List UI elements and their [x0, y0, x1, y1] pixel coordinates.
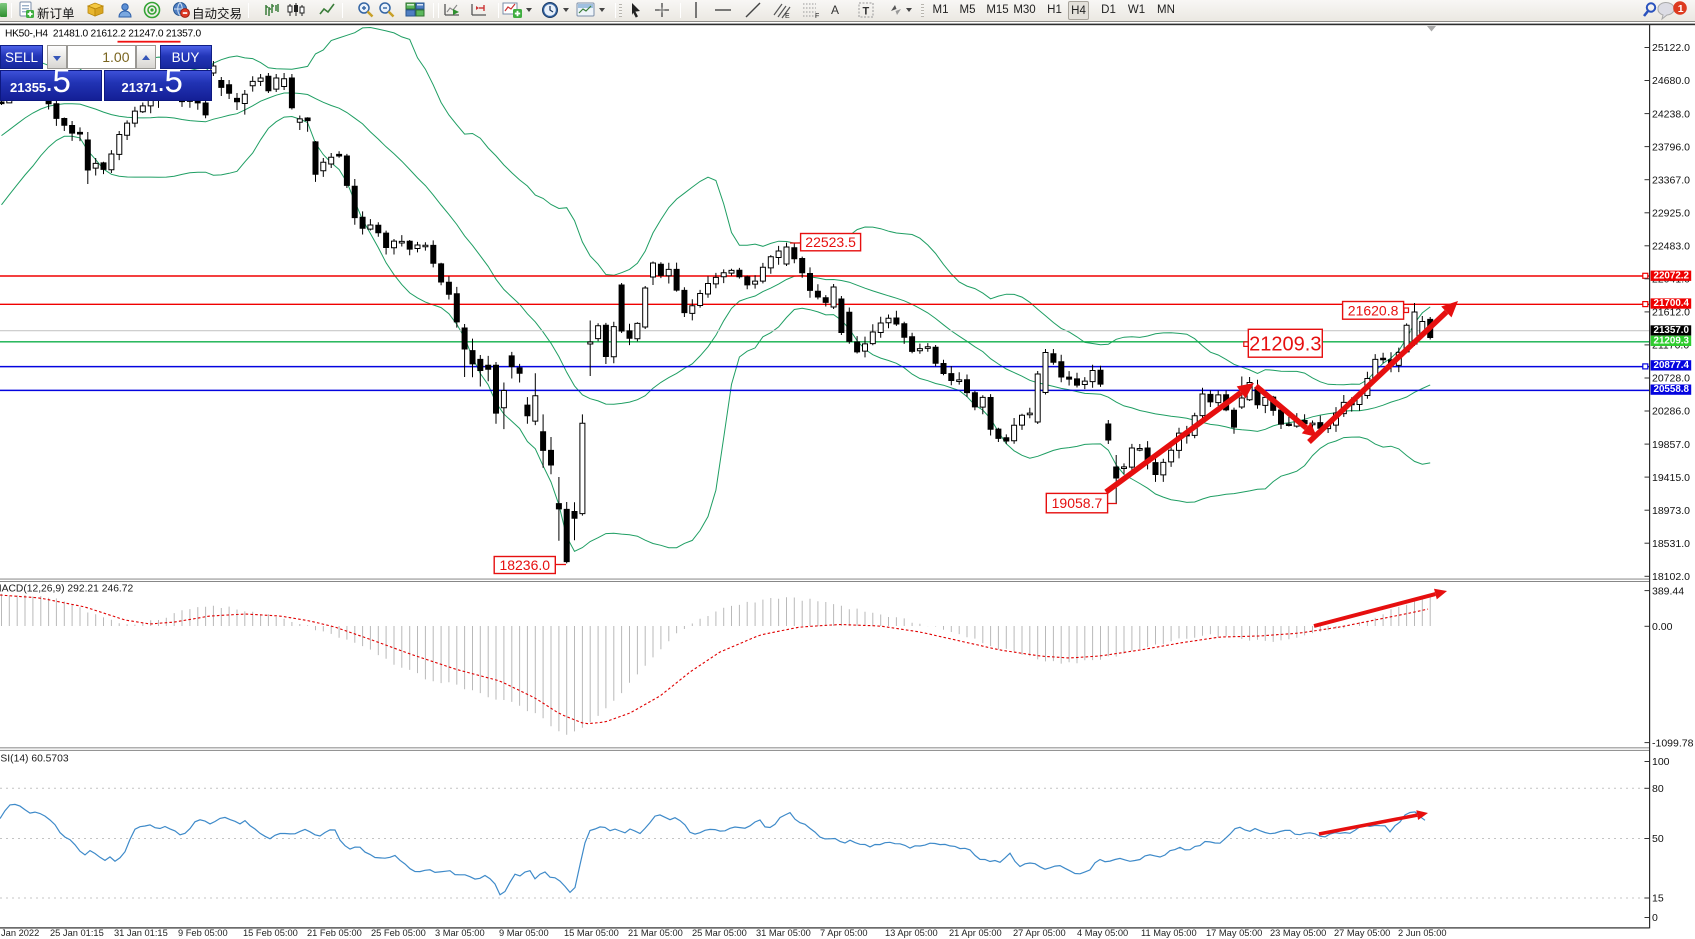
svg-text:25122.0: 25122.0: [1652, 42, 1690, 54]
svg-text:31 Mar 05:00: 31 Mar 05:00: [756, 928, 811, 938]
svg-text:20286.0: 20286.0: [1652, 406, 1690, 418]
svg-text:23 May 05:00: 23 May 05:00: [1270, 928, 1326, 938]
svg-text:17 May 05:00: 17 May 05:00: [1206, 928, 1262, 938]
svg-text:0: 0: [1652, 912, 1658, 924]
svg-text:22925.0: 22925.0: [1652, 207, 1690, 219]
svg-text:13 Apr 05:00: 13 Apr 05:00: [885, 928, 938, 938]
svg-text:15 Feb 05:00: 15 Feb 05:00: [243, 928, 298, 938]
svg-text:2 Jun 05:00: 2 Jun 05:00: [1398, 928, 1447, 938]
svg-text:15: 15: [1652, 893, 1664, 905]
svg-text:1: 1: [1678, 3, 1684, 15]
svg-text:19058.7: 19058.7: [1052, 495, 1103, 511]
svg-text:24680.0: 24680.0: [1652, 75, 1690, 87]
svg-text:9 Feb 05:00: 9 Feb 05:00: [178, 928, 228, 938]
svg-text:100: 100: [1652, 756, 1670, 768]
svg-text:21209.3: 21209.3: [1654, 334, 1690, 346]
svg-text:19857.0: 19857.0: [1652, 439, 1690, 451]
svg-text:25 Feb 05:00: 25 Feb 05:00: [371, 928, 426, 938]
svg-text:0.00: 0.00: [1652, 621, 1673, 633]
svg-text:23796.0: 23796.0: [1652, 141, 1690, 153]
svg-text:RSI(14) 60.5703: RSI(14) 60.5703: [0, 754, 69, 765]
svg-text:15 Mar 05:00: 15 Mar 05:00: [564, 928, 619, 938]
svg-text:18531.0: 18531.0: [1652, 538, 1690, 550]
svg-text:18102.0: 18102.0: [1652, 571, 1690, 583]
svg-text:27 May 05:00: 27 May 05:00: [1334, 928, 1390, 938]
svg-text:18236.0: 18236.0: [499, 557, 550, 573]
svg-text:E: E: [785, 13, 790, 19]
svg-text:23367.0: 23367.0: [1652, 174, 1690, 186]
svg-text:22072.2: 22072.2: [1654, 269, 1690, 281]
svg-text:21 Apr 05:00: 21 Apr 05:00: [949, 928, 1002, 938]
svg-text:20877.4: 20877.4: [1654, 359, 1690, 371]
svg-text:20558.8: 20558.8: [1654, 383, 1690, 395]
svg-text:21357.0: 21357.0: [1654, 324, 1690, 336]
svg-text:22483.0: 22483.0: [1652, 241, 1690, 253]
svg-text:27 Apr 05:00: 27 Apr 05:00: [1013, 928, 1066, 938]
svg-text:21209.3: 21209.3: [1249, 333, 1321, 355]
svg-text:Jan 2022: Jan 2022: [1, 928, 39, 938]
svg-text:21620.8: 21620.8: [1348, 302, 1399, 318]
svg-text:4 May 05:00: 4 May 05:00: [1077, 928, 1128, 938]
svg-text:7 Apr 05:00: 7 Apr 05:00: [820, 928, 868, 938]
svg-text:25 Mar 05:00: 25 Mar 05:00: [692, 928, 747, 938]
svg-text:F: F: [815, 13, 819, 19]
svg-text:50: 50: [1652, 833, 1664, 845]
svg-text:21612.0: 21612.0: [1652, 307, 1690, 319]
svg-text:-1099.78: -1099.78: [1652, 737, 1694, 749]
svg-text:21700.4: 21700.4: [1654, 297, 1690, 309]
svg-text:19415.0: 19415.0: [1652, 472, 1690, 484]
svg-text:22523.5: 22523.5: [805, 234, 856, 250]
svg-text:MACD(12,26,9) 292.21 246.72: MACD(12,26,9) 292.21 246.72: [0, 584, 134, 595]
svg-text:3 Mar 05:00: 3 Mar 05:00: [435, 928, 485, 938]
svg-text:25 Jan 01:15: 25 Jan 01:15: [50, 928, 104, 938]
svg-text:24238.0: 24238.0: [1652, 108, 1690, 120]
svg-text:21 Feb 05:00: 21 Feb 05:00: [307, 928, 362, 938]
svg-text:HK50-,H4 21481.0 21612.2 2124: HK50-,H4 21481.0 21612.2 21247.0 21357.0: [5, 29, 202, 40]
svg-text:80: 80: [1652, 783, 1664, 795]
svg-text:9 Mar 05:00: 9 Mar 05:00: [499, 928, 549, 938]
svg-text:21 Mar 05:00: 21 Mar 05:00: [628, 928, 683, 938]
svg-text:T: T: [863, 6, 870, 18]
svg-text:20728.0: 20728.0: [1652, 373, 1690, 385]
svg-text:389.44: 389.44: [1652, 585, 1684, 597]
svg-text:31 Jan 01:15: 31 Jan 01:15: [114, 928, 168, 938]
svg-text:18973.0: 18973.0: [1652, 505, 1690, 517]
svg-text:11 May 05:00: 11 May 05:00: [1141, 928, 1197, 938]
